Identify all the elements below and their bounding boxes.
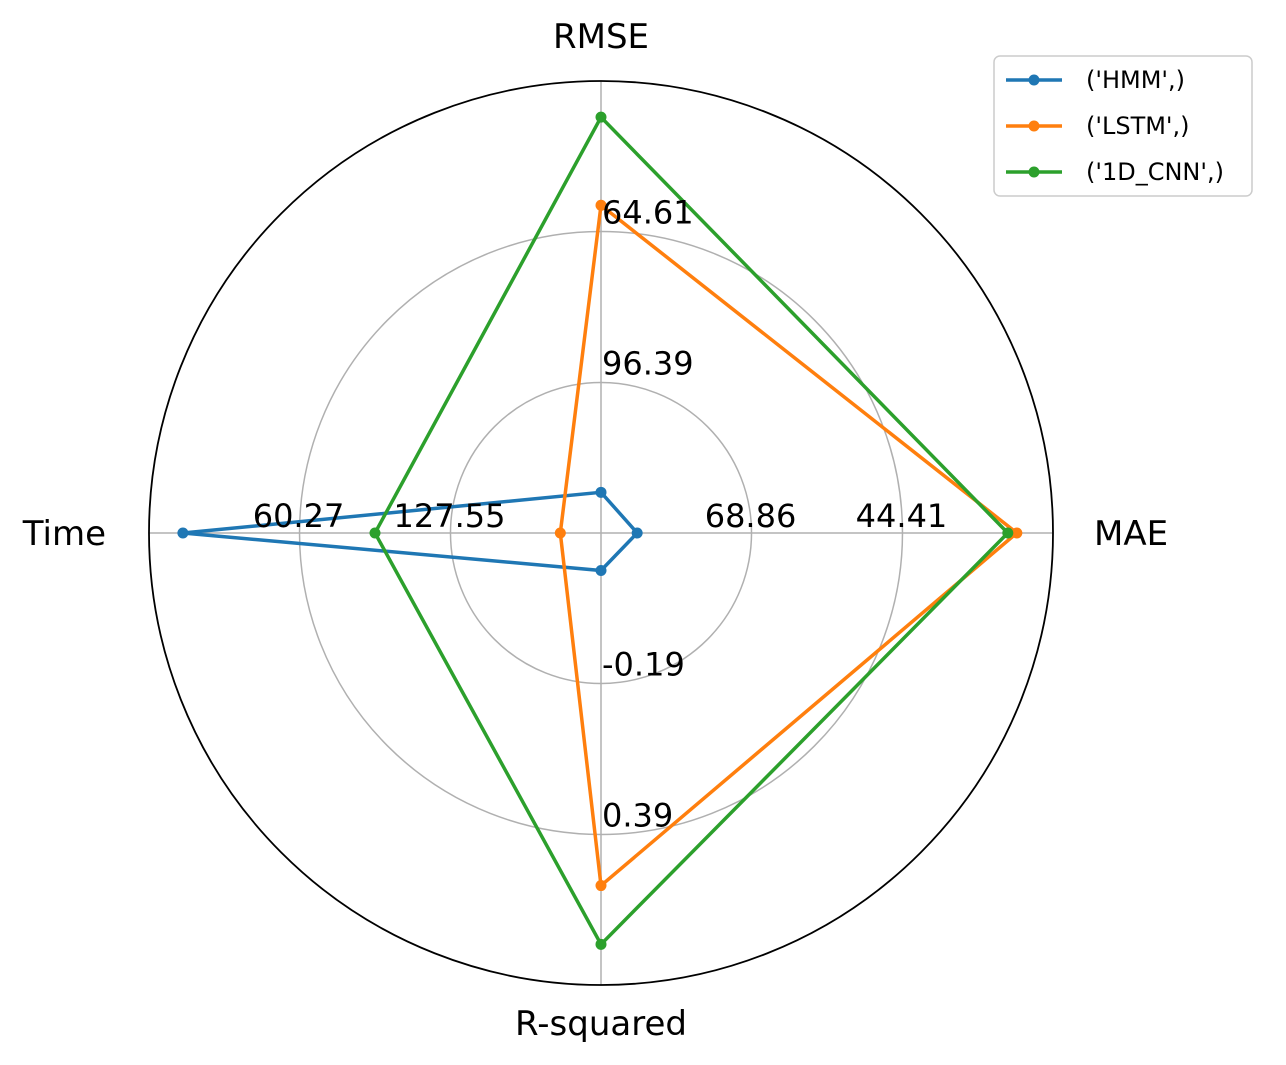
legend-label-2: ('1D_CNN',) xyxy=(1086,158,1224,186)
axis-label-r-squared: R-squared xyxy=(515,1004,687,1044)
legend-marker-0 xyxy=(1028,74,1040,86)
tick-label-time-1: 127.55 xyxy=(393,497,505,535)
legend-marker-1 xyxy=(1028,120,1040,132)
radar-series xyxy=(177,111,1023,950)
series-2-point-0 xyxy=(1002,527,1014,539)
axis-label-mae: MAE xyxy=(1094,514,1168,554)
series-2-point-2 xyxy=(369,527,381,539)
tick-label-mae-2: 44.41 xyxy=(856,497,948,535)
series-1-point-2 xyxy=(554,527,566,539)
series-0-point-2 xyxy=(177,527,189,539)
series-2-point-1 xyxy=(595,111,607,123)
tick-label-rmse-2: 64.61 xyxy=(602,194,694,232)
series-1-point-0 xyxy=(1011,527,1023,539)
tick-label-time-2: 60.27 xyxy=(253,497,345,535)
legend-marker-2 xyxy=(1028,166,1040,178)
tick-label-mae-1: 68.86 xyxy=(705,497,797,535)
legend-label-1: ('LSTM',) xyxy=(1086,112,1190,140)
series-1-point-1 xyxy=(595,199,607,211)
legend-label-0: ('HMM',) xyxy=(1086,66,1185,94)
series-0-point-1 xyxy=(595,486,607,498)
axis-label-rmse: RMSE xyxy=(553,17,649,57)
legend-box xyxy=(993,55,1253,197)
series-0-point-3 xyxy=(595,565,607,577)
tick-label-r-squared-1: -0.19 xyxy=(602,646,685,684)
radar-labels: MAE RMSE Time R-squared 68.86 44.41 96.39 64.61… xyxy=(22,17,1168,1044)
axis-label-time: Time xyxy=(22,514,106,554)
tick-label-r-squared-2: 0.39 xyxy=(602,796,673,834)
series-0-point-0 xyxy=(631,527,643,539)
legend: ('HMM',) ('LSTM',) ('1D_CNN',) xyxy=(993,55,1253,197)
series-2-point-3 xyxy=(595,938,607,950)
outer-circle xyxy=(148,80,1054,986)
tick-label-rmse-1: 96.39 xyxy=(602,344,694,382)
series-1-point-3 xyxy=(595,880,607,892)
